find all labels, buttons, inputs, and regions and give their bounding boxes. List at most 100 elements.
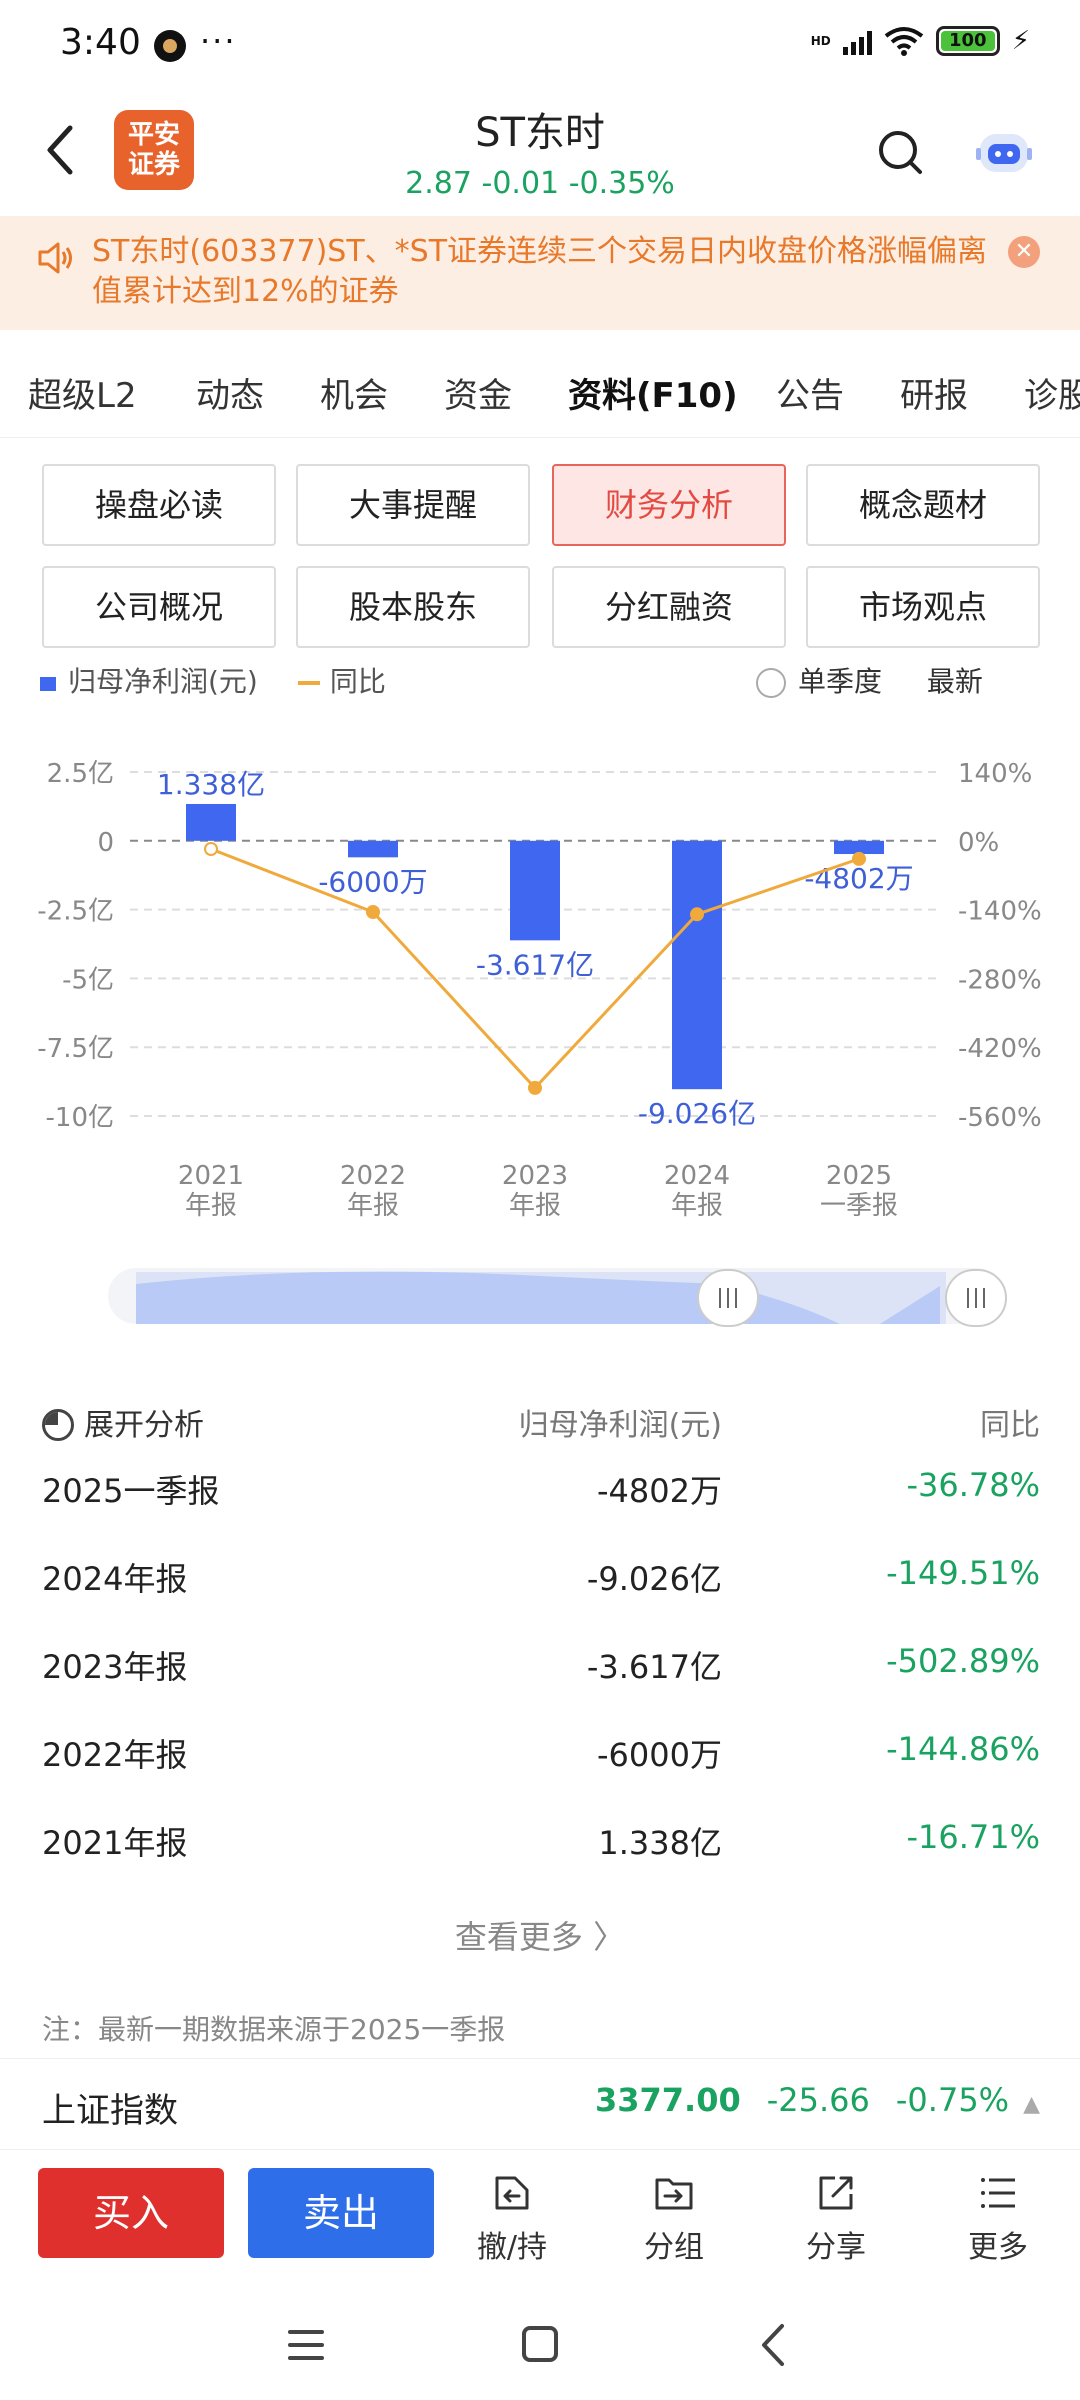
legend-bar-swatch (40, 677, 56, 691)
status-bar: 3:40 ··· HD 100 ⚡ (0, 0, 1080, 90)
x-tick-label: 年报 (671, 1191, 723, 1221)
row-profit: 1.338亿 (598, 1824, 722, 1862)
group-button[interactable]: 分组 (614, 2170, 734, 2266)
view-more-link[interactable]: 查看更多 〉 (454, 1918, 626, 1956)
range-slider-preview (136, 1271, 840, 1324)
tab-super-l2[interactable]: 超级L2 (28, 376, 137, 416)
y-left-tick-label: -2.5亿 (37, 897, 114, 927)
menu-icon (981, 2178, 1015, 2208)
btn-market-views[interactable]: 市场观点 (806, 566, 1040, 648)
x-tick-label: 2025 (826, 1161, 892, 1191)
tab-opportunity[interactable]: 机会 (320, 376, 388, 416)
stock-title: ST东时 (475, 110, 605, 156)
chart-bar (672, 840, 722, 1090)
col-header-profit: 归母净利润(元) (518, 1408, 722, 1443)
buy-button[interactable]: 买入 (38, 2168, 224, 2258)
y-right-tick-label: -280% (958, 965, 1042, 995)
yoy-point (690, 907, 704, 922)
chart-bar (834, 840, 884, 855)
chart-legend: 归母净利润(元) 同比 (40, 660, 386, 700)
period-selector[interactable]: 单季度 最新 (756, 660, 983, 700)
status-indicators: HD 100 ⚡ (811, 26, 1030, 56)
btn-dividends[interactable]: 分红融资 (552, 566, 786, 648)
share-icon (819, 2176, 853, 2210)
expand-up-icon[interactable]: ▲ (1023, 2092, 1040, 2117)
y-right-tick-label: -140% (958, 897, 1042, 927)
col-header-yoy: 同比 (980, 1408, 1040, 1443)
index-change-pct: -0.75% (895, 2081, 1010, 2119)
battery-level: 100 (948, 30, 987, 51)
row-period: 2022年报 (42, 1736, 188, 1774)
risk-notice-banner[interactable]: ST东时(603377)ST、*ST证券连续三个交易日内收盘价格涨幅偏离值累计达… (0, 216, 1080, 330)
stock-quote: 2.87 -0.01 -0.35% (0, 166, 1080, 201)
x-tick-label: 2021 (178, 1161, 244, 1191)
back-nav-icon[interactable] (744, 2320, 804, 2370)
radio-icon[interactable] (756, 668, 786, 698)
period-option-quarterly[interactable]: 单季度 (798, 665, 883, 698)
close-notice-icon[interactable]: ✕ (1008, 236, 1040, 268)
row-yoy: -144.86% (886, 1730, 1040, 1768)
analysis-header: 展开分析 归母净利润(元) 同比 (42, 1390, 1040, 1450)
index-name: 上证指数 (42, 2091, 178, 2131)
range-slider-selection (136, 1272, 946, 1324)
legend-bar-label: 归母净利润(元) (68, 665, 258, 698)
profit-chart-panel: 归母净利润(元) 同比 单季度 最新 2.5亿 0 -2.5亿 -5亿 -7.5亿 -10亿… (0, 660, 1080, 1360)
chart-bar (186, 803, 236, 841)
table-row: 2025一季报 -4802万 -36.78% (42, 1446, 1040, 1534)
notice-text: ST东时(603377)ST、*ST证券连续三个交易日内收盘价格涨幅偏离值累计达… (92, 234, 988, 309)
x-tick-label: 年报 (509, 1191, 561, 1221)
btn-company-profile[interactable]: 公司概况 (42, 566, 276, 648)
profit-chart[interactable]: 2.5亿 0 -2.5亿 -5亿 -7.5亿 -10亿 140% 0% -140% -280% -4… (0, 700, 1080, 1340)
bottom-toolbar: 买入 卖出 撤/持 分组 分享 更多 (0, 2150, 1080, 2280)
expand-analysis-label: 展开分析 (84, 1408, 204, 1443)
home-icon[interactable] (510, 2320, 570, 2370)
sell-button[interactable]: 卖出 (248, 2168, 434, 2258)
chevron-left-icon (47, 125, 73, 175)
row-profit: -9.026亿 (586, 1560, 722, 1598)
btn-trading-essentials[interactable]: 操盘必读 (42, 464, 276, 546)
legend-line-label: 同比 (329, 665, 386, 698)
y-right-tick-label: -560% (958, 1103, 1042, 1133)
withdraw-icon (495, 2176, 529, 2210)
back-button[interactable] (36, 120, 84, 180)
recent-apps-icon[interactable] (276, 2320, 336, 2370)
legend-line-swatch (297, 681, 320, 685)
row-period: 2023年报 (42, 1648, 188, 1686)
index-ticker-bar[interactable]: 上证指数 3377.00 -25.66 -0.75% ▲ (0, 2058, 1080, 2150)
share-button[interactable]: 分享 (776, 2170, 896, 2266)
x-tick-label: 年报 (347, 1191, 399, 1221)
tab-research[interactable]: 研报 (900, 376, 968, 416)
withdraw-hold-button[interactable]: 撤/持 (452, 2170, 572, 2266)
btn-concepts[interactable]: 概念题材 (806, 464, 1040, 546)
tab-f10[interactable]: 资料(F10) (568, 376, 738, 416)
stock-change-pct: -0.35% (568, 166, 675, 201)
tab-announcements[interactable]: 公告 (776, 376, 844, 416)
x-tick-label: 2022 (340, 1161, 406, 1191)
index-value: 3377.00 (594, 2081, 741, 2119)
btn-shareholders[interactable]: 股本股东 (296, 566, 530, 648)
tab-funds[interactable]: 资金 (444, 376, 512, 416)
row-yoy: -16.71% (906, 1818, 1040, 1856)
expand-analysis-button[interactable]: 展开分析 (42, 1400, 204, 1444)
period-selected-latest[interactable]: 最新 (926, 665, 983, 698)
more-button[interactable]: 更多 (938, 2170, 1058, 2266)
section-tabs: 超级L2 动态 机会 资金 资料(F10) 公告 研报 诊股 (0, 342, 1080, 438)
tab-dynamics[interactable]: 动态 (196, 376, 264, 416)
group-label: 分组 (644, 2230, 704, 2265)
stock-change: -0.01 (481, 166, 560, 201)
row-period: 2025一季报 (42, 1472, 220, 1510)
row-profit: -6000万 (597, 1736, 722, 1774)
folder-icon (655, 2178, 693, 2210)
x-tick-label: 年报 (185, 1191, 237, 1221)
search-button[interactable] (874, 126, 926, 178)
yoy-point (204, 842, 218, 857)
y-right-tick-label: 0% (958, 828, 999, 858)
broker-logo: 平安 证券 (114, 110, 194, 190)
x-tick-label: 一季报 (820, 1191, 898, 1221)
btn-major-events[interactable]: 大事提醒 (296, 464, 530, 546)
btn-financial-analysis[interactable]: 财务分析 (552, 464, 786, 546)
y-left-tick-label: -5亿 (62, 965, 114, 995)
tab-diagnosis[interactable]: 诊股 (1024, 376, 1080, 416)
yoy-point (366, 904, 380, 919)
ai-assistant-button[interactable] (976, 126, 1032, 178)
